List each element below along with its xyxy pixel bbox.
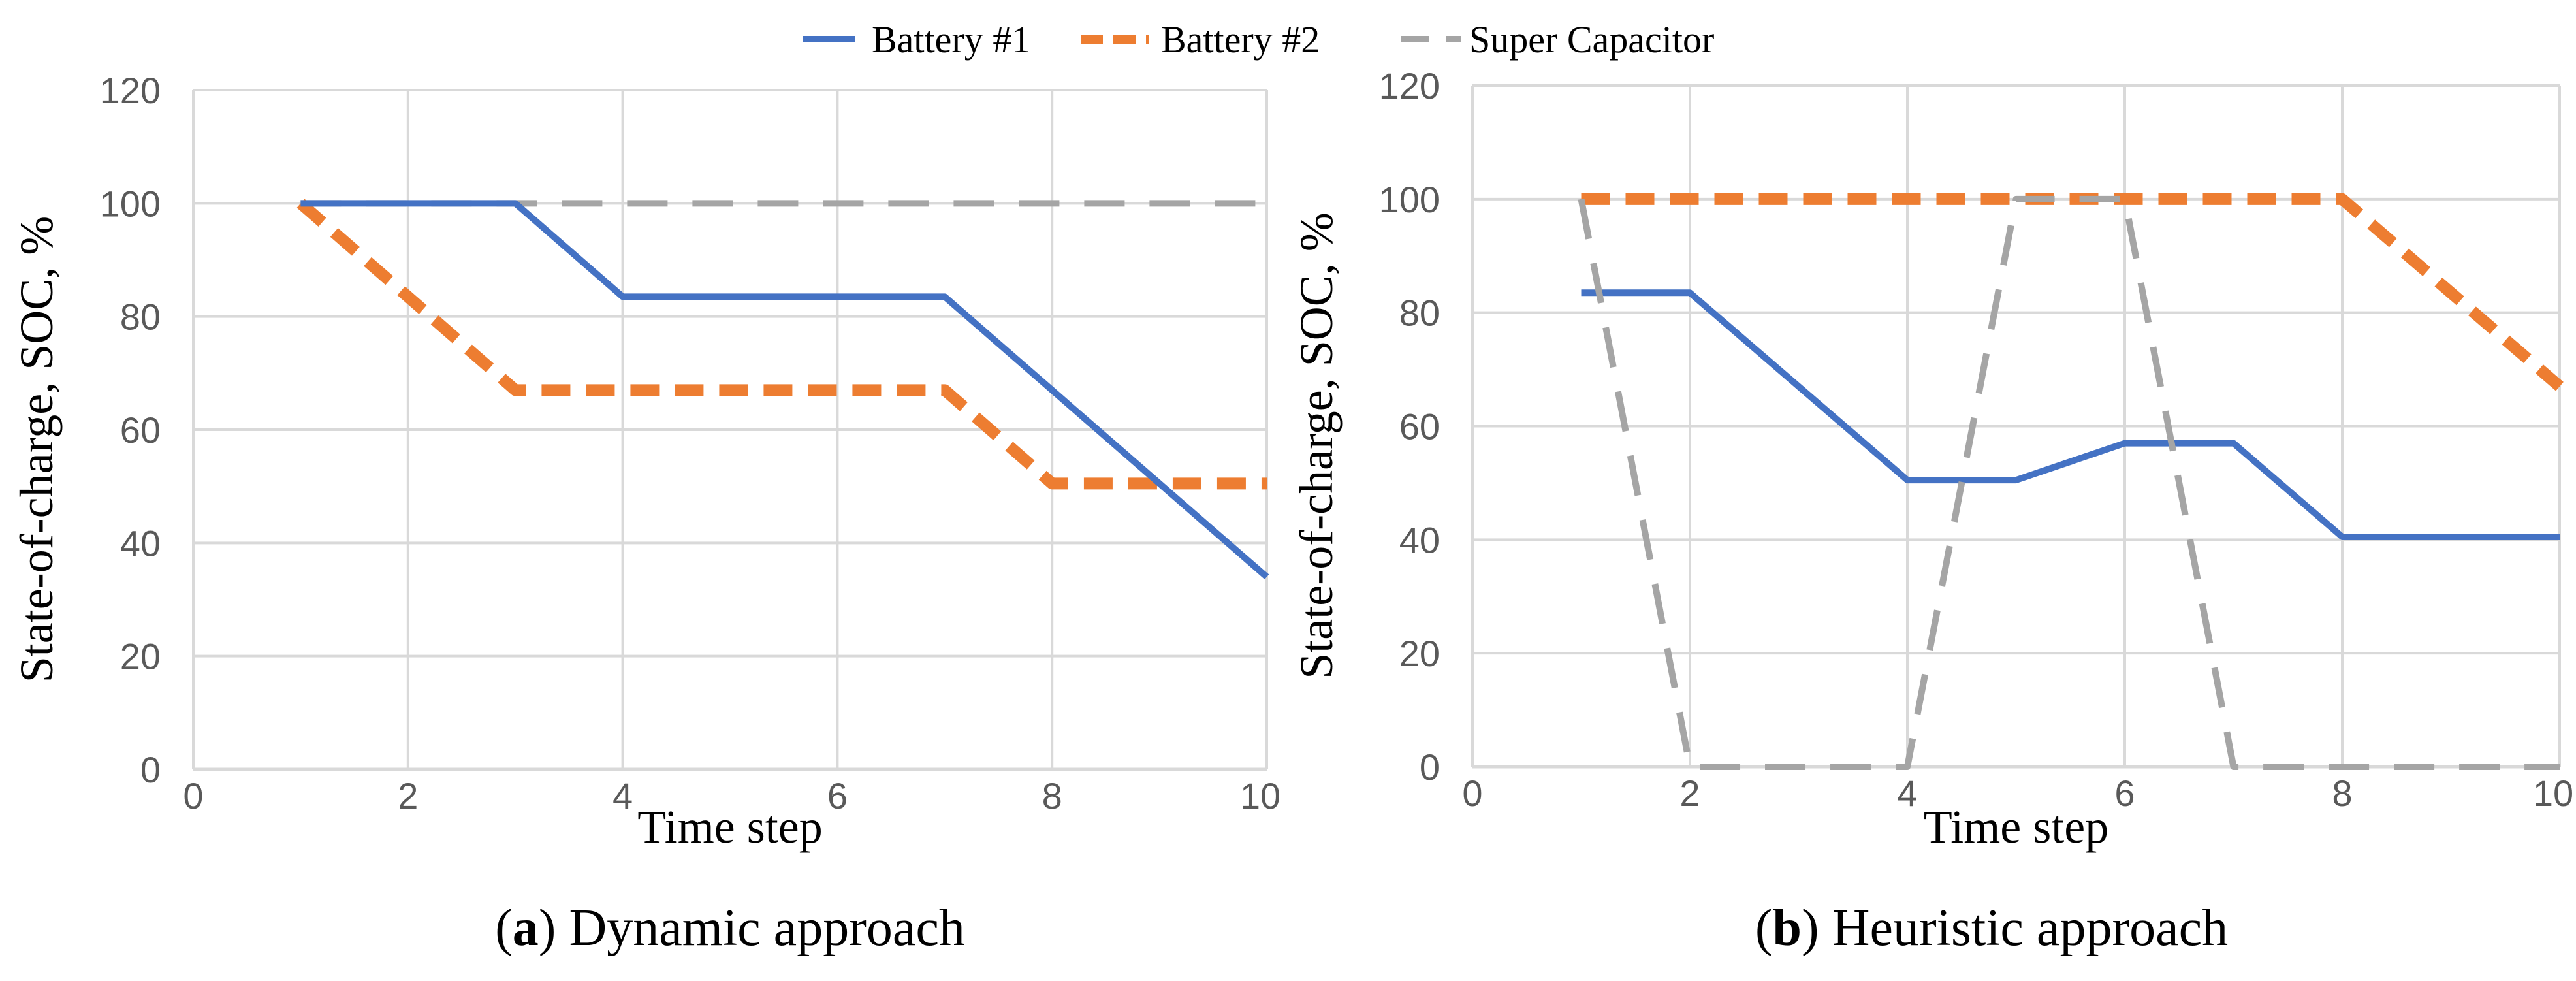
y-tick-label: 120 [100,70,161,111]
x-axis-title: Time step [1924,801,2108,853]
y-tick-label: 20 [1399,633,1440,674]
legend-label-2: Battery #2 [1161,18,1320,61]
series-line-battery-1 [300,200,1269,580]
x-tick-label: 0 [183,775,203,816]
series-line-battery-2 [1581,193,2564,391]
legend-label-3: Super Capacitor [1469,18,1714,61]
y-tick-label: 80 [120,297,161,338]
x-axis-title: Time step [637,801,822,853]
caption-text: ) Heuristic approach [1802,899,2228,957]
y-tick-label: 40 [120,523,161,564]
x-tick-label: 6 [827,775,848,816]
y-tick-label: 40 [1399,519,1440,560]
y-tick-label: 20 [120,636,161,677]
y-tick-label: 100 [1379,179,1440,220]
y-tick-label: 60 [120,410,161,451]
caption: (a) Dynamic approach [495,899,965,957]
y-tick-label: 120 [1379,65,1440,106]
y-tick-label: 0 [1420,747,1440,788]
series-line-battery-1 [1581,289,2560,540]
caption-letter: b [1773,899,1802,957]
caption-open: ( [495,899,513,957]
chart-dynamic: 0 20 40 60 80 100 120 0 2 4 6 8 10 Time step State-of-… [10,70,1280,957]
caption: (b) Heuristic approach [1755,899,2228,957]
caption-text: ) Dynamic approach [539,899,965,957]
x-tick-label: 2 [1679,773,1700,814]
x-tick-label: 4 [1897,773,1917,814]
y-axis-title: State-of-charge, SOC, % [10,216,63,683]
x-tick-label: 0 [1462,773,1482,814]
x-tick-label: 6 [2114,773,2135,814]
caption-open: ( [1755,899,1773,957]
series-line-battery-2 [296,199,1267,490]
y-tick-label: 60 [1399,406,1440,447]
x-tick-label: 8 [1042,775,1062,816]
y-axis-title: State-of-charge, SOC, % [1290,212,1343,679]
legend-label-1: Battery #1 [872,18,1030,61]
x-tick-label: 10 [2533,773,2573,814]
chart-heuristic: 0 20 40 60 80 100 120 0 2 4 6 8 10 Time step State-of-… [1290,65,2573,957]
x-tick-label: 10 [1240,775,1280,816]
x-tick-label: 8 [2332,773,2352,814]
x-tick-label: 4 [612,775,633,816]
legend: Battery #1 Battery #2 Super Capacitor [803,18,1714,61]
y-tick-label: 100 [100,183,161,224]
x-tick-label: 2 [398,775,418,816]
series-line-super-capacitor [1578,195,2560,770]
y-tick-label: 80 [1399,293,1440,334]
caption-letter: a [513,899,539,957]
y-tick-label: 0 [140,749,161,790]
